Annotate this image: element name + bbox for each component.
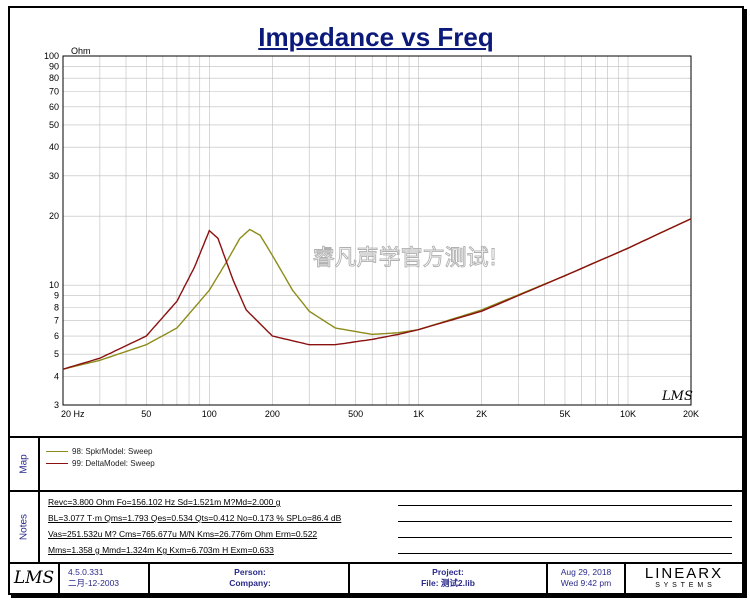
legend-entry-1: 98: SpkrModel: Sweep	[46, 447, 153, 456]
company-label: Company:	[229, 578, 271, 588]
x-tick-label: 200	[265, 409, 280, 419]
footer-logo-cell: LMS	[10, 564, 60, 593]
y-tick-label: 9	[54, 291, 59, 301]
x-tick-label: 1K	[413, 409, 424, 419]
y-tick-label: 5	[54, 349, 59, 359]
footer-project-cell: Project: File: 测试2.lib	[350, 564, 548, 593]
project-label: Project:	[432, 567, 464, 577]
note-row-1: Revc=3.800 Ohm Fo=156.102 Hz Sd=1.521m M…	[48, 497, 732, 507]
y-tick-label: 10	[49, 280, 59, 290]
y-tick-label: 80	[49, 73, 59, 83]
x-tick-label: 50	[141, 409, 151, 419]
y-tick-label: 50	[49, 120, 59, 130]
brand-logo: LINEARX	[644, 565, 724, 582]
footer: LMS 4.5.0.331 二月-12-2003 Person: Company…	[10, 564, 742, 593]
y-tick-label: 100	[44, 51, 59, 61]
map-label: Map	[10, 438, 40, 490]
legend-swatch-1	[46, 451, 68, 452]
y-tick-label: 40	[49, 142, 59, 152]
y-tick-label: 60	[49, 102, 59, 112]
y-tick-label: 3	[54, 400, 59, 410]
legend-swatch-2	[46, 463, 68, 464]
x-tick-label: 5K	[559, 409, 570, 419]
note-row-3: Vas=251.532u M? Cms=765.677u M/N Kms=26.…	[48, 529, 732, 539]
notes-label: Notes	[10, 492, 40, 562]
version-text: 4.5.0.331	[68, 567, 104, 577]
legend-label-1: 98: SpkrModel: Sweep	[72, 447, 153, 456]
plot-frame	[62, 55, 692, 406]
x-tick-label: 2K	[476, 409, 487, 419]
map-section: Map 98: SpkrModel: Sweep 99: DeltaModel:…	[10, 438, 742, 492]
legend-label-2: 99: DeltaModel: Sweep	[72, 459, 155, 468]
lms-plot-logo: LMS	[661, 389, 693, 404]
x-tick-label: 100	[202, 409, 217, 419]
footer-version-cell: 4.5.0.331 二月-12-2003	[60, 564, 150, 593]
y-axis-unit: Ohm	[71, 46, 91, 56]
x-tick-label: 20 Hz	[61, 409, 85, 419]
footer-date-cell: Aug 29, 2018 Wed 9:42 pm	[548, 564, 626, 593]
time-text: Wed 9:42 pm	[560, 578, 612, 588]
series-line-1	[62, 218, 692, 370]
watermark-text: 睿凡声学官方测试!	[313, 246, 498, 271]
version-date: 二月-12-2003	[68, 578, 120, 588]
note-row-2: BL=3.077 T·m Qms=1.793 Qes=0.534 Qts=0.4…	[48, 513, 732, 523]
chart-title: Impedance vs Freq	[258, 22, 494, 52]
date-text: Aug 29, 2018	[560, 567, 612, 577]
y-tick-label: 6	[54, 331, 59, 341]
y-tick-label: 30	[49, 171, 59, 181]
notes-section: Notes Revc=3.800 Ohm Fo=156.102 Hz Sd=1.…	[10, 492, 742, 564]
brand-subtitle: S Y S T E M S	[655, 582, 713, 589]
x-tick-label: 20K	[683, 409, 699, 419]
y-tick-label: 20	[49, 211, 59, 221]
footer-brand-cell: LINEARX S Y S T E M S	[626, 564, 742, 593]
footer-person-cell: Person: Company:	[152, 564, 350, 593]
y-tick-label: 90	[49, 61, 59, 71]
person-label: Person:	[234, 567, 266, 577]
note-row-4: Mms=1.358 g Mmd=1.324m Kg Kxm=6.703m H E…	[48, 545, 732, 555]
y-tick-label: 8	[54, 302, 59, 312]
lms-logo: LMS	[13, 568, 55, 588]
chart-area: Impedance vs Freq 3 4 5 6 7 8 9 10 20 30 40 50 60 70 8…	[10, 8, 742, 438]
lms-report-frame: Impedance vs Freq 3 4 5 6 7 8 9 10 20 30 40 50 60 70 8…	[8, 6, 744, 595]
legend-entry-2: 99: DeltaModel: Sweep	[46, 459, 155, 468]
file-label: File: 测试2.lib	[421, 578, 475, 588]
y-tick-label: 7	[54, 316, 59, 326]
x-tick-label: 10K	[620, 409, 636, 419]
y-tick-label: 70	[49, 86, 59, 96]
x-tick-label: 500	[348, 409, 363, 419]
y-tick-label: 4	[54, 371, 59, 381]
series-line-2	[62, 218, 692, 370]
